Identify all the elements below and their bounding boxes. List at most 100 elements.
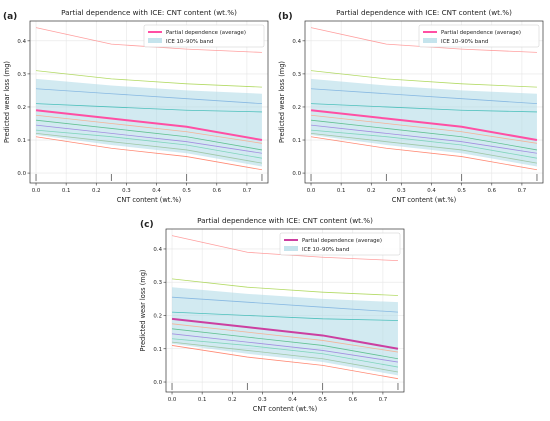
legend-label-average: Partial dependence (average) [166,30,246,36]
y-tick-label: 0.2 [153,313,162,319]
legend-label-average: Partial dependence (average) [302,238,382,244]
x-tick-label: 0.4 [288,397,297,403]
x-tick-label: 0.6 [348,397,357,403]
x-tick-label: 0.0 [307,188,316,194]
ice-line [36,88,262,105]
x-axis-label: CNT content (wt.%) [117,196,182,204]
x-axis-label: CNT content (wt.%) [392,196,457,204]
panel-b: (b) Partial dependence with ICE: CNT cont… [278,8,544,204]
legend-swatch-band [148,38,162,43]
ice-line [35,114,263,144]
panel-label: (c) [140,220,154,230]
legend-box [279,232,401,256]
x-tick-label: 0.1 [198,397,207,403]
y-axis-label: Predicted wear loss (mg) [3,61,11,143]
y-tick-label: 0.1 [292,138,301,144]
ice-line [172,296,398,313]
panel-c: (c) Partial dependence with ICE: CNT cont… [139,216,405,413]
ice-line [310,70,537,88]
ice-line [310,129,538,159]
y-axis-label: Predicted wear loss (mg) [278,61,286,143]
ice-line [171,328,399,360]
partial-dependence-line [310,109,538,142]
ice-line [311,88,537,105]
x-tick-label: 0.5 [457,188,466,194]
x-tick-label: 0.5 [318,397,327,403]
ice-line [35,129,263,159]
ice-line [171,338,399,368]
y-tick-label: 0.1 [153,347,162,353]
x-tick-label: 0.3 [258,397,267,403]
ice-line [35,70,262,88]
x-tick-label: 0.4 [152,188,161,194]
legend-label-band: ICE 10–90% band [166,39,213,45]
x-tick-label: 0.0 [168,397,177,403]
panel-label: (b) [278,12,293,22]
y-tick-label: 0.2 [292,105,301,111]
ice-line [310,119,538,151]
x-tick-label: 0.0 [32,188,41,194]
x-tick-label: 0.7 [518,188,527,194]
ice-line [36,103,262,113]
ice-line [172,311,398,321]
y-tick-label: 0.4 [153,247,162,253]
ice-line [310,114,538,144]
legend-swatch-band [423,38,437,43]
axes-frame [304,20,544,184]
x-tick-label: 0.7 [379,397,388,403]
y-tick-label: 0.4 [292,39,301,45]
axes-frame [165,228,405,393]
x-tick-label: 0.2 [228,397,237,403]
ice-line [310,133,538,164]
y-tick-label: 0.0 [292,171,301,177]
y-tick-label: 0.2 [17,105,26,111]
y-tick-label: 0.0 [17,171,26,177]
chart-title: Partial dependence with ICE: CNT content… [61,8,237,17]
legend-label-band: ICE 10–90% band [302,247,349,253]
y-tick-label: 0.3 [153,280,162,286]
y-tick-label: 0.4 [17,39,26,45]
ice-line [171,341,399,373]
y-tick-label: 0.3 [292,72,301,78]
panel-a: (a) Partial dependence with ICE: CNT cont… [3,8,269,204]
ice-line [311,103,537,113]
ice-line [35,124,263,154]
legend-label-band: ICE 10–90% band [441,39,488,45]
ice-line [35,119,263,151]
partial-dependence-line [171,317,399,350]
x-axis-label: CNT content (wt.%) [253,405,318,413]
legend-swatch-band [284,246,298,251]
y-tick-label: 0.0 [153,380,162,386]
chart-title: Partial dependence with ICE: CNT content… [336,8,512,17]
x-tick-label: 0.6 [212,188,221,194]
ice-line [171,333,399,363]
y-tick-label: 0.3 [17,72,26,78]
x-tick-label: 0.1 [62,188,71,194]
x-tick-label: 0.3 [397,188,406,194]
x-tick-label: 0.3 [122,188,131,194]
axes-frame [29,20,269,184]
ice-line [35,136,263,171]
legend-label-average: Partial dependence (average) [441,30,521,36]
ice-line [171,345,399,380]
legend-box [418,24,540,48]
ice-line [171,323,399,353]
x-tick-label: 0.1 [337,188,346,194]
x-tick-label: 0.2 [92,188,101,194]
x-tick-label: 0.5 [182,188,191,194]
ice-line [35,133,263,164]
y-axis-label: Predicted wear loss (mg) [139,270,147,352]
ice-line [310,136,538,171]
x-tick-label: 0.7 [243,188,252,194]
x-tick-label: 0.6 [487,188,496,194]
x-tick-label: 0.4 [427,188,436,194]
legend-box [143,24,265,48]
panel-label: (a) [3,12,17,22]
partial-dependence-line [35,109,263,142]
y-tick-label: 0.1 [17,138,26,144]
x-tick-label: 0.2 [367,188,376,194]
chart-title: Partial dependence with ICE: CNT content… [197,216,373,225]
ice-line [310,124,538,154]
